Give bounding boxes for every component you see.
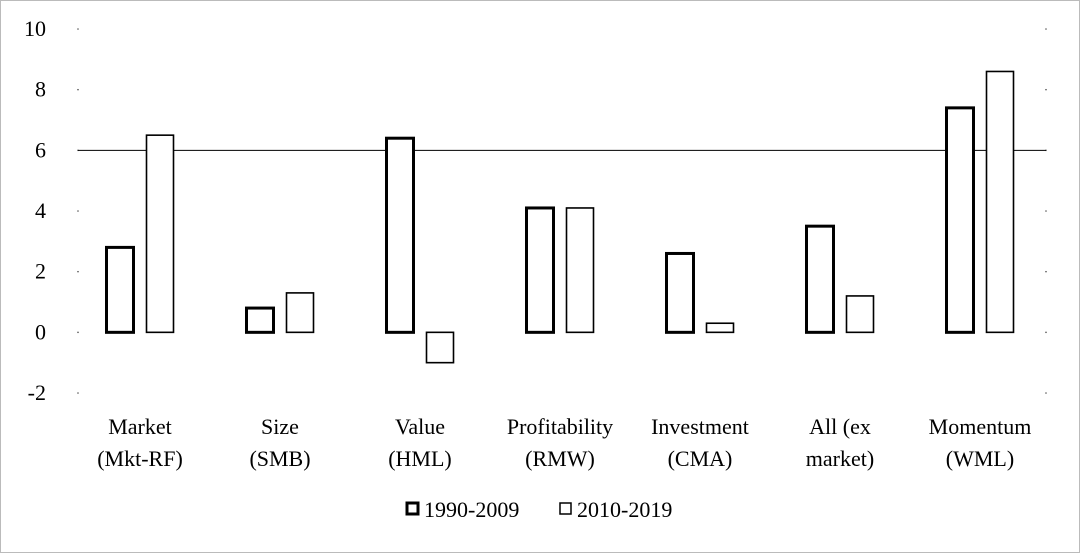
y-axis-ticks: 10 8 6 4 2 0 -2 <box>24 16 1047 405</box>
y-tick-mark-right <box>1045 210 1047 212</box>
legend: 1990-2009 2010-2019 <box>405 497 672 522</box>
bar-2010-2019-profitability-rmw- <box>565 207 595 334</box>
y-tick-mark <box>77 28 79 30</box>
category-label: (RMW) <box>525 446 595 471</box>
legend-swatch-2010-2019 <box>559 502 572 515</box>
bar-2010-2019-momentum-wml- <box>985 70 1015 334</box>
bar-2010-2019-all-ex-market- <box>845 295 875 334</box>
category-label: (SMB) <box>249 446 310 471</box>
category-label: Investment <box>651 414 749 439</box>
y-tick-label: 6 <box>35 137 46 162</box>
bar-1990-2009-investment-cma- <box>665 251 695 334</box>
legend-label-1990-2009: 1990-2009 <box>424 497 519 522</box>
legend-swatch-1990-2009 <box>405 501 420 516</box>
y-tick-mark-right <box>1045 88 1047 91</box>
category-label: (Mkt-RF) <box>97 446 183 471</box>
y-tick-mark-right <box>1045 270 1047 273</box>
bar-1990-2009-momentum-wml- <box>945 106 975 334</box>
category-labels: Market (Mkt-RF) Size (SMB) Value (HML) Profita… <box>97 414 1031 471</box>
y-tick-mark <box>77 210 79 212</box>
y-tick-mark-right <box>1045 392 1047 394</box>
bar-2010-2019-value-hml- <box>425 331 455 364</box>
category-label: (CMA) <box>668 446 733 471</box>
y-tick-label: 8 <box>35 77 46 102</box>
y-tick-mark <box>77 331 79 334</box>
bar-1990-2009-market-mkt-rf- <box>105 245 135 334</box>
bar-1990-2009-all-ex-market- <box>805 224 835 334</box>
y-tick-mark <box>77 88 79 91</box>
category-label: Value <box>395 414 445 439</box>
category-label: (WML) <box>946 446 1014 471</box>
category-label: Size <box>261 414 299 439</box>
category-label: Momentum <box>929 414 1032 439</box>
y-tick-label: 0 <box>35 319 46 344</box>
bar-1990-2009-value-hml- <box>385 136 415 334</box>
bar-2010-2019-market-mkt-rf- <box>145 134 175 334</box>
category-label: Profitability <box>507 414 613 439</box>
y-tick-mark <box>77 392 79 394</box>
y-tick-mark <box>77 270 79 273</box>
y-tick-label: 2 <box>35 259 46 284</box>
bar-1990-2009-size-smb- <box>245 306 275 334</box>
category-label: All (ex <box>809 414 871 439</box>
legend-label-2010-2019: 2010-2019 <box>577 497 672 522</box>
y-tick-mark-right <box>1045 28 1047 30</box>
bars <box>105 70 1015 364</box>
y-tick-label: 4 <box>35 198 46 223</box>
category-label: (HML) <box>388 446 452 471</box>
y-tick-label: -2 <box>28 380 46 405</box>
y-tick-mark-right <box>1045 331 1047 334</box>
bar-2010-2019-size-smb- <box>285 292 315 334</box>
category-label: Market <box>108 414 172 439</box>
category-label: market) <box>806 446 874 471</box>
bar-1990-2009-profitability-rmw- <box>525 206 555 334</box>
bar-2010-2019-investment-cma- <box>705 322 735 334</box>
y-tick-label: 10 <box>24 16 46 41</box>
